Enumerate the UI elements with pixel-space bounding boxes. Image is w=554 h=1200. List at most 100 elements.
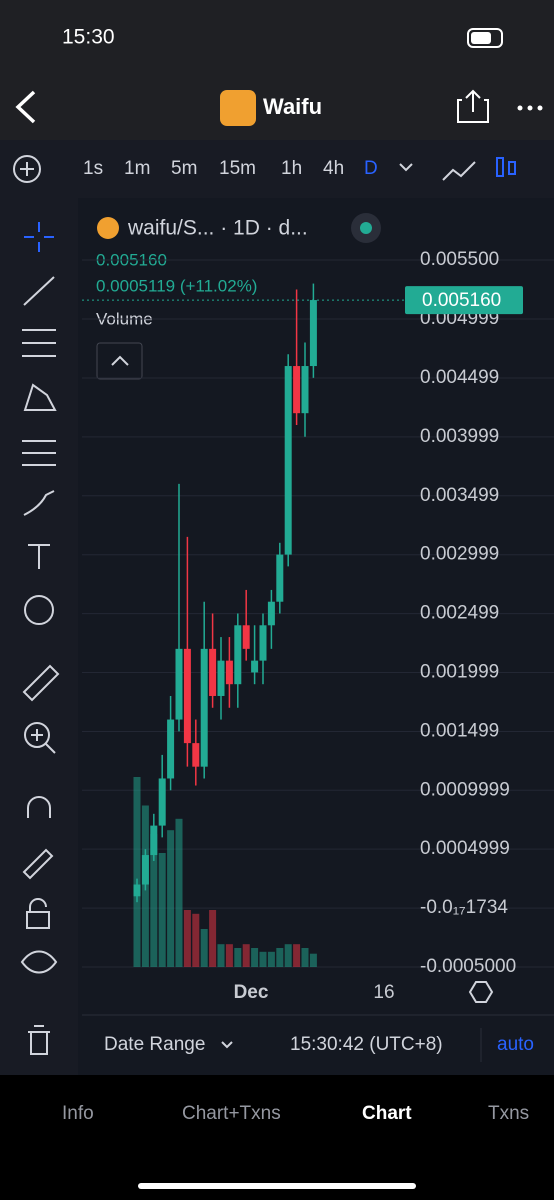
more-button[interactable] xyxy=(517,105,543,111)
y-tick-label: 0.002999 xyxy=(420,544,499,565)
tab[interactable]: Txns xyxy=(488,1103,529,1124)
add-indicator-plus xyxy=(20,162,34,176)
candle-body xyxy=(251,660,259,673)
candle-body xyxy=(309,300,317,367)
volume-bar xyxy=(276,948,284,967)
candle-body xyxy=(242,625,250,649)
candle-body xyxy=(209,648,217,696)
home-indicator xyxy=(138,1183,416,1189)
tab[interactable]: Info xyxy=(62,1103,94,1124)
candle-body xyxy=(133,884,141,897)
last-price-label: 0.005160 xyxy=(422,290,501,311)
collapse-button[interactable] xyxy=(96,342,143,380)
y-tick-label: -0.0005000 xyxy=(420,956,516,977)
y-tick-label: 0.001999 xyxy=(420,662,499,683)
battery-level xyxy=(471,32,491,44)
token-icon xyxy=(220,90,256,126)
candle-body xyxy=(141,855,149,885)
interval[interactable]: D xyxy=(364,158,378,179)
candle-body xyxy=(150,825,158,856)
volume-bar xyxy=(175,818,183,967)
interval[interactable]: 1m xyxy=(124,158,150,179)
candle-body xyxy=(158,778,166,826)
legend-change: 0.0005119 (+11.02%) xyxy=(96,276,257,295)
y-tick-label: 0.001499 xyxy=(420,720,499,741)
candle-body xyxy=(200,648,208,767)
candle-body xyxy=(167,719,175,779)
status-dot xyxy=(360,222,372,234)
date-range-arrow xyxy=(221,1041,233,1049)
back-button[interactable] xyxy=(15,90,36,124)
volume-bar xyxy=(293,944,301,967)
candle-body xyxy=(293,366,301,414)
interval[interactable]: 15m xyxy=(219,158,256,179)
volume-bar xyxy=(158,853,166,967)
tab[interactable]: Chart xyxy=(362,1103,412,1124)
candle-body xyxy=(276,554,284,602)
volume-bar xyxy=(133,777,141,967)
header-title: Waifu xyxy=(263,94,322,119)
date-range[interactable]: Date Range xyxy=(104,1034,205,1055)
interval[interactable]: 4h xyxy=(323,158,344,179)
volume-bar xyxy=(225,944,233,967)
candle-body xyxy=(234,625,242,685)
last-price-badge xyxy=(405,286,523,315)
volume-bar xyxy=(259,951,267,967)
candle-body xyxy=(183,648,191,744)
volume-bar xyxy=(192,913,200,967)
interval[interactable]: 1s xyxy=(83,158,103,179)
candle-body xyxy=(284,366,292,555)
volume-bar xyxy=(183,910,191,967)
volume-bar xyxy=(284,944,292,967)
volume-bar xyxy=(209,910,217,967)
candle-button[interactable] xyxy=(496,157,504,177)
legend-icon xyxy=(97,217,119,239)
y-tick-label: 0.0009999 xyxy=(420,779,510,800)
drawing-tools xyxy=(20,222,60,1055)
volume-bar xyxy=(301,948,309,967)
volume-bar xyxy=(234,948,242,967)
auto-button[interactable]: auto xyxy=(497,1034,534,1055)
volume-bar xyxy=(217,944,225,967)
clock: 15:30:42 (UTC+8) xyxy=(290,1034,443,1055)
tab-bar xyxy=(0,1075,554,1200)
share-button[interactable] xyxy=(457,89,489,123)
status-time: 15:30 xyxy=(62,26,115,49)
volume-bar xyxy=(267,951,275,967)
candle-button-2 xyxy=(508,161,516,175)
candle-body xyxy=(175,648,183,720)
y-tick-label: 0.002499 xyxy=(420,603,499,624)
candle-body xyxy=(225,660,233,685)
volume-bar xyxy=(309,953,317,967)
y-tick-label: 0.003499 xyxy=(420,485,499,506)
y-tick-label: -0.0₁₇1734 xyxy=(420,897,508,918)
y-tick-label: 0.004499 xyxy=(420,367,499,388)
x-label: 16 xyxy=(373,982,394,1003)
toolbar xyxy=(0,140,554,198)
volume-bar xyxy=(150,834,158,967)
volume-bar xyxy=(242,944,250,967)
collapse-arrow xyxy=(111,355,129,366)
volume-bar xyxy=(251,948,259,967)
candle-body xyxy=(267,601,275,626)
volume-bar xyxy=(167,830,175,967)
battery xyxy=(467,28,503,48)
legend-symbol: waifu/S... · 1D · d... xyxy=(127,217,308,240)
interval-dropdown[interactable] xyxy=(399,163,413,172)
candle-body xyxy=(301,366,309,414)
candle-body xyxy=(259,625,267,661)
candle-body xyxy=(217,660,225,696)
interval[interactable]: 5m xyxy=(171,158,197,179)
add-indicator[interactable] xyxy=(13,155,41,183)
candle-body xyxy=(192,743,200,767)
interval[interactable]: 1h xyxy=(281,158,302,179)
tab[interactable]: Chart+Txns xyxy=(182,1103,281,1124)
volume-bar xyxy=(200,929,208,967)
y-tick-label: 0.005500 xyxy=(420,249,499,270)
line-chart-button[interactable] xyxy=(442,161,476,181)
x-label: Dec xyxy=(234,982,269,1003)
y-tick-label: 0.003999 xyxy=(420,426,499,447)
settings-button[interactable] xyxy=(468,981,494,1003)
